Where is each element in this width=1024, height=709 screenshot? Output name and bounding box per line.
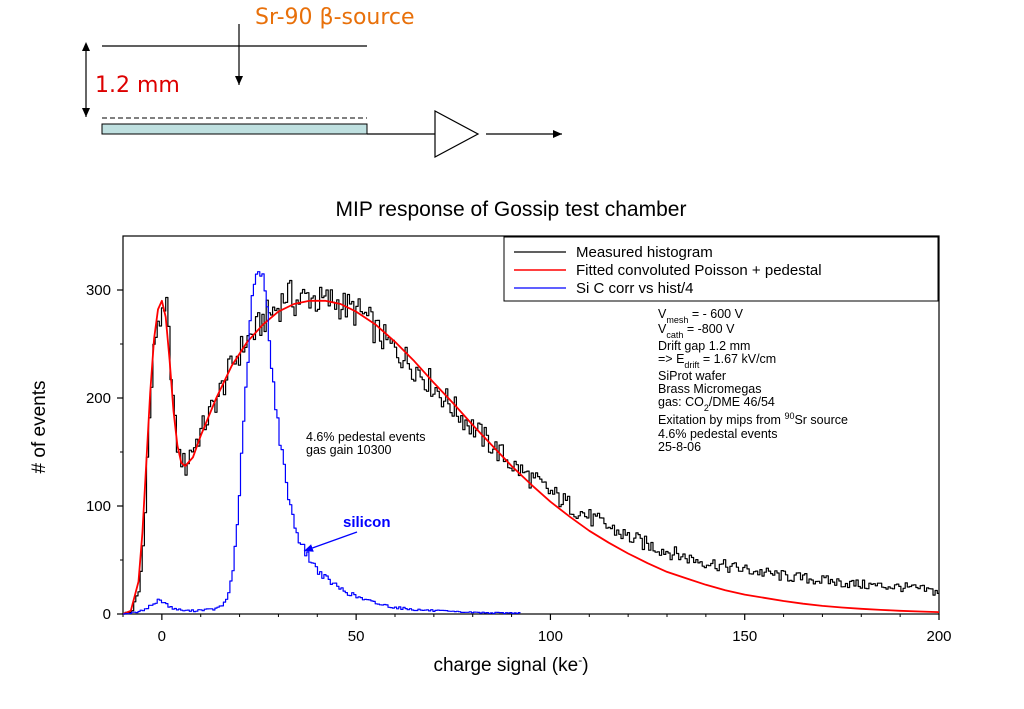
x-tick-label: 150 [732, 628, 757, 645]
silicon-annotation: silicon [343, 514, 391, 531]
legend-box [503, 236, 939, 302]
param-excitation: Exitation by mips from 90Sr source [658, 411, 848, 427]
param-pedestal: 4.6% pedestal events [658, 427, 778, 441]
y-axis-label: # of events [29, 381, 50, 474]
x-tick-label: 0 [158, 628, 166, 645]
detector-schematic: Sr-90 β-source 1.2 mm [82, 5, 562, 159]
param-edrift: => Edrift = 1.67 kV/cm [658, 352, 776, 370]
legend: Measured histogram Fitted convoluted Poi… [503, 236, 939, 302]
y-axis-ticks: 0 100 200 300 [86, 282, 123, 623]
y-tick-label: 100 [86, 498, 111, 515]
series-silicon-histogram [123, 271, 521, 615]
series-fit-curve [123, 299, 939, 615]
param-micromegas: Brass Micromegas [658, 382, 762, 396]
chart-title: MIP response of Gossip test chamber [336, 198, 687, 221]
plot-frame [122, 235, 940, 615]
x-axis-label: charge signal (ke-) [433, 653, 588, 676]
legend-label-measured: Measured histogram [576, 244, 713, 261]
param-gas: gas: CO2/DME 46/54 [658, 395, 775, 413]
gap-label: 1.2 mm [95, 73, 180, 98]
param-vcath: Vcath = -800 V [658, 322, 735, 340]
run-parameters: Vmesh = - 600 V Vcath = -800 V Drift gap… [658, 307, 848, 454]
y-tick-label: 300 [86, 282, 111, 299]
y-tick-label: 200 [86, 390, 111, 407]
amplifier-icon [434, 109, 480, 159]
param-wafer: SiProt wafer [658, 369, 726, 383]
param-vmesh: Vmesh = - 600 V [658, 307, 744, 325]
series-layer [123, 271, 939, 615]
x-tick-label: 50 [348, 628, 365, 645]
silicon-pointer-arrow [303, 531, 358, 552]
legend-label-fit: Fitted convoluted Poisson + pedestal [576, 262, 822, 279]
x-axis-ticks: 0 50 100 150 200 [122, 614, 952, 645]
pedestal-annotation-line1: 4.6% pedestal events [306, 430, 426, 444]
legend-label-silicon: Si C corr vs hist/4 [576, 280, 694, 297]
y-tick-label: 0 [103, 606, 111, 623]
silicon-plate [101, 123, 368, 135]
param-date: 25-8-06 [658, 440, 701, 454]
x-tick-label: 200 [926, 628, 951, 645]
pedestal-annotation-line2: gas gain 10300 [306, 443, 392, 457]
x-tick-label: 100 [538, 628, 563, 645]
source-label: Sr-90 β-source [255, 5, 415, 30]
param-drift-gap: Drift gap 1.2 mm [658, 339, 750, 353]
series-measured-histogram [123, 279, 939, 615]
